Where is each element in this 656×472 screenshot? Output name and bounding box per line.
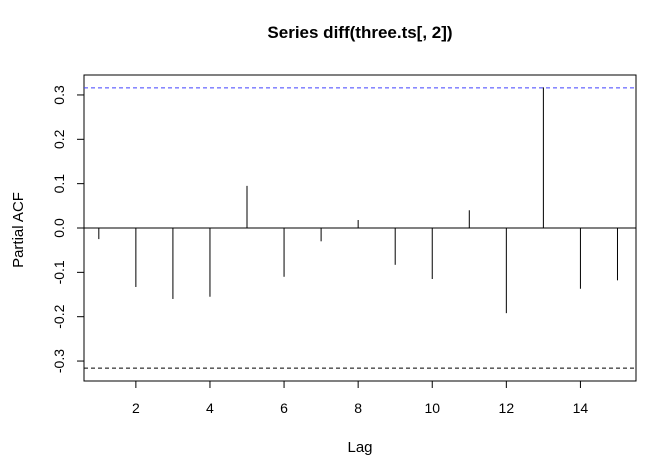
- x-tick-label: 12: [499, 400, 515, 416]
- y-tick-label: 0.3: [51, 85, 67, 105]
- y-axis-label: Partial ACF: [10, 192, 27, 268]
- plot-marks: [84, 87, 636, 369]
- x-axis: 2 4 6 8 10 12 14: [132, 380, 589, 416]
- y-tick-label: -0.1: [51, 260, 67, 284]
- y-axis: -0.3 -0.2 -0.1 0.0 0.1 0.2 0.3: [51, 85, 85, 373]
- y-tick-label: 0.1: [51, 174, 67, 194]
- x-axis-label: Lag: [347, 439, 372, 456]
- y-tick-label: 0.2: [51, 129, 67, 149]
- x-tick-label: 14: [573, 400, 589, 416]
- x-tick-label: 10: [424, 400, 440, 416]
- x-tick-label: 8: [354, 400, 362, 416]
- chart-title: Series diff(three.ts[, 2]): [267, 23, 452, 42]
- x-tick-label: 4: [206, 400, 214, 416]
- y-tick-label: 0.0: [51, 218, 67, 238]
- y-tick-label: -0.3: [51, 349, 67, 373]
- y-tick-label: -0.2: [51, 304, 67, 328]
- x-tick-label: 2: [132, 400, 140, 416]
- x-tick-label: 6: [280, 400, 288, 416]
